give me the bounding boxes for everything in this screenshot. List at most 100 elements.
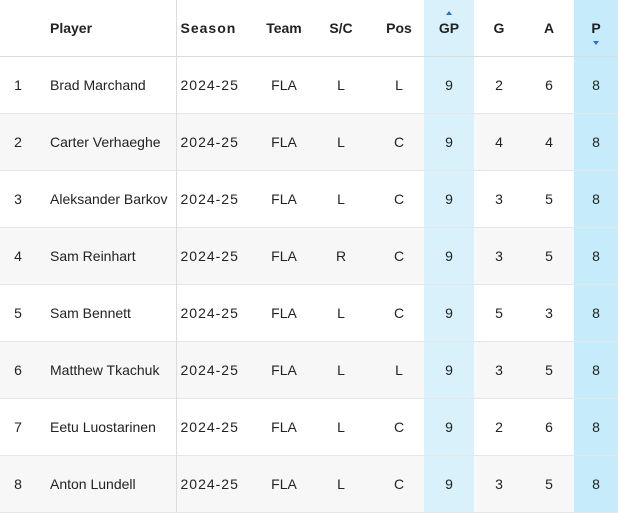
season-cell: 2024-25: [175, 56, 260, 114]
position-cell: C: [374, 170, 424, 228]
position-cell: C: [374, 113, 424, 171]
shoots-cell: R: [308, 227, 374, 285]
position-cell: C: [374, 227, 424, 285]
assists-cell: 5: [524, 227, 574, 285]
games-played-cell: 9: [424, 455, 474, 513]
team-cell: FLA: [260, 113, 308, 171]
player-name-cell[interactable]: Sam Bennett: [44, 284, 176, 342]
shoots-cell: L: [308, 284, 374, 342]
goals-cell: 4: [474, 113, 524, 171]
table-row: 2 Carter Verhaeghe 2024-25 FLA L C 9 4 4 8: [0, 113, 618, 171]
position-cell: L: [374, 56, 424, 114]
position-cell: L: [374, 341, 424, 399]
team-header[interactable]: Team: [260, 0, 308, 57]
pos-header[interactable]: Pos: [374, 0, 424, 57]
games-played-cell: 9: [424, 170, 474, 228]
shoots-cell: L: [308, 341, 374, 399]
games-played-cell: 9: [424, 227, 474, 285]
games-played-cell: 9: [424, 284, 474, 342]
assists-cell: 6: [524, 56, 574, 114]
assists-cell: 6: [524, 398, 574, 456]
rank-header: [0, 0, 44, 57]
rank-cell: 1: [0, 56, 44, 114]
player-name-cell[interactable]: Anton Lundell: [44, 455, 176, 513]
goals-cell: 3: [474, 227, 524, 285]
table-row: 6 Matthew Tkachuk 2024-25 FLA L L 9 3 5 8: [0, 341, 618, 399]
shoots-cell: L: [308, 455, 374, 513]
g-header[interactable]: G: [474, 0, 524, 57]
goals-cell: 5: [474, 284, 524, 342]
rank-cell: 8: [0, 455, 44, 513]
table-row: 3 Aleksander Barkov 2024-25 FLA L C 9 3 5 8: [0, 170, 618, 228]
assists-cell: 5: [524, 170, 574, 228]
sc-header[interactable]: S/C: [308, 0, 374, 57]
rank-cell: 6: [0, 341, 44, 399]
season-header[interactable]: Season: [175, 0, 260, 57]
sort-down-icon: [593, 41, 599, 45]
table-row: 1 Brad Marchand 2024-25 FLA L L 9 2 6 8: [0, 56, 618, 114]
a-header[interactable]: A: [524, 0, 574, 57]
season-cell: 2024-25: [175, 398, 260, 456]
team-cell: FLA: [260, 170, 308, 228]
points-cell: 8: [574, 56, 618, 114]
games-played-cell: 9: [424, 113, 474, 171]
shoots-cell: L: [308, 113, 374, 171]
goals-cell: 3: [474, 455, 524, 513]
points-cell: 8: [574, 227, 618, 285]
player-name-cell[interactable]: Eetu Luostarinen: [44, 398, 176, 456]
season-cell: 2024-25: [175, 113, 260, 171]
player-name-cell[interactable]: Sam Reinhart: [44, 227, 176, 285]
rank-cell: 4: [0, 227, 44, 285]
team-cell: FLA: [260, 227, 308, 285]
rank-cell: 2: [0, 113, 44, 171]
table-row: 8 Anton Lundell 2024-25 FLA L C 9 3 5 8: [0, 455, 618, 513]
season-cell: 2024-25: [175, 227, 260, 285]
position-cell: C: [374, 455, 424, 513]
goals-cell: 2: [474, 56, 524, 114]
assists-cell: 5: [524, 341, 574, 399]
rank-cell: 7: [0, 398, 44, 456]
player-name-cell[interactable]: Carter Verhaeghe: [44, 113, 176, 171]
goals-cell: 2: [474, 398, 524, 456]
shoots-cell: L: [308, 170, 374, 228]
points-cell: 8: [574, 284, 618, 342]
position-cell: C: [374, 398, 424, 456]
games-played-cell: 9: [424, 341, 474, 399]
player-header[interactable]: Player: [44, 0, 176, 57]
goals-cell: 3: [474, 341, 524, 399]
sort-up-icon: [446, 11, 452, 15]
season-cell: 2024-25: [175, 341, 260, 399]
player-name-cell[interactable]: Matthew Tkachuk: [44, 341, 176, 399]
games-played-cell: 9: [424, 398, 474, 456]
points-cell: 8: [574, 455, 618, 513]
points-cell: 8: [574, 398, 618, 456]
season-cell: 2024-25: [175, 170, 260, 228]
goals-cell: 3: [474, 170, 524, 228]
header-row: Player Season Team S/C Pos GP G A P: [0, 0, 618, 57]
player-name-cell[interactable]: Brad Marchand: [44, 56, 176, 114]
team-cell: FLA: [260, 56, 308, 114]
p-header[interactable]: P: [574, 0, 618, 57]
games-played-cell: 9: [424, 56, 474, 114]
team-cell: FLA: [260, 398, 308, 456]
table-row: 5 Sam Bennett 2024-25 FLA L C 9 5 3 8: [0, 284, 618, 342]
rank-cell: 3: [0, 170, 44, 228]
season-cell: 2024-25: [175, 284, 260, 342]
season-cell: 2024-25: [175, 455, 260, 513]
gp-header-label: GP: [438, 20, 460, 36]
team-cell: FLA: [260, 341, 308, 399]
gp-header[interactable]: GP: [424, 0, 474, 57]
rank-cell: 5: [0, 284, 44, 342]
points-cell: 8: [574, 341, 618, 399]
player-name-cell[interactable]: Aleksander Barkov: [44, 170, 176, 228]
table-row: 7 Eetu Luostarinen 2024-25 FLA L C 9 2 6 8: [0, 398, 618, 456]
assists-cell: 3: [524, 284, 574, 342]
points-cell: 8: [574, 113, 618, 171]
team-cell: FLA: [260, 284, 308, 342]
position-cell: C: [374, 284, 424, 342]
p-header-label: P: [591, 20, 601, 36]
table-row: 4 Sam Reinhart 2024-25 FLA R C 9 3 5 8: [0, 227, 618, 285]
assists-cell: 5: [524, 455, 574, 513]
team-cell: FLA: [260, 455, 308, 513]
